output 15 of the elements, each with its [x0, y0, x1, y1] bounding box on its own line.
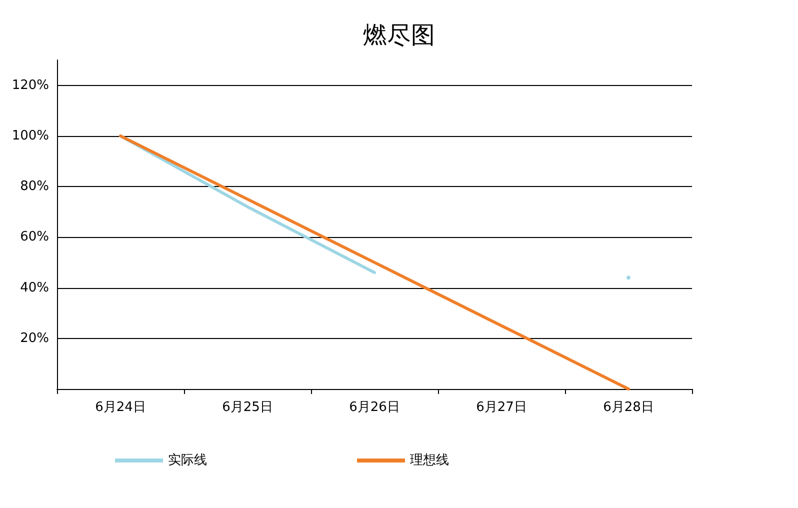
- y-tick-label: 40%: [20, 280, 49, 296]
- legend-label: 理想线: [410, 453, 449, 468]
- y-tick-label: 20%: [20, 330, 49, 346]
- chart-title: 燃尽图: [363, 21, 435, 49]
- y-tick-label: 60%: [20, 230, 49, 245]
- y-tick-label: 120%: [12, 78, 49, 93]
- y-tick-label: 100%: [12, 128, 49, 144]
- x-tick-label: 6月25日: [222, 400, 273, 415]
- x-tick-label: 6月24日: [95, 400, 146, 415]
- legend-label: 实际线: [168, 453, 207, 468]
- x-tick-label: 6月27日: [476, 400, 527, 415]
- line-series: [119, 134, 630, 390]
- y-tick-label: 80%: [20, 179, 49, 194]
- x-tick-label: 6月28日: [603, 400, 654, 415]
- x-tick-label: 6月26日: [349, 400, 400, 415]
